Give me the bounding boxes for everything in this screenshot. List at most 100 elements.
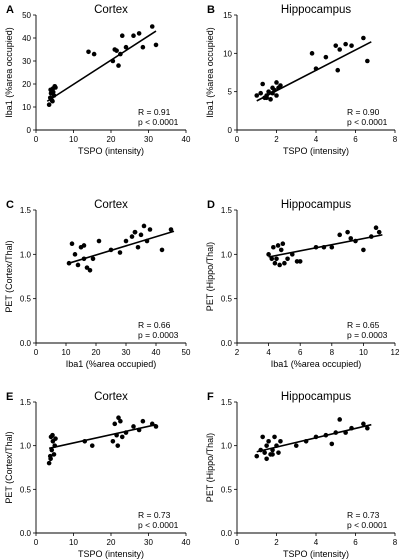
y-tick-label: 0.0 <box>221 339 233 348</box>
panel-title: Cortex <box>94 4 128 16</box>
x-tick-label: 0 <box>34 538 39 547</box>
data-point <box>50 98 55 104</box>
data-point <box>140 418 146 424</box>
panel-e: E Cortex 0 10 20 30 40 0.0 0.5 1.0 1.5 TSPO (intens… <box>4 391 191 559</box>
panel-f: F Hippocampus 0 2 4 6 8 0.0 0.5 1.0 1.5 TSPO (inten… <box>205 391 398 559</box>
data-point <box>333 430 339 435</box>
data-point <box>153 424 159 429</box>
panel-title: Hippocampus <box>281 4 352 16</box>
y-tick-label: 5 <box>228 88 233 97</box>
data-point <box>262 450 267 455</box>
stat-p: p = 0.0003 <box>347 330 388 340</box>
data-point <box>119 434 125 440</box>
y-tick-label: 1.0 <box>221 442 233 451</box>
data-point <box>264 95 269 101</box>
data-point <box>329 244 335 250</box>
x-tick-label: 2 <box>235 348 240 357</box>
x-axis-label: TSPO (intensity) <box>283 146 349 156</box>
data-point <box>52 443 58 448</box>
data-point <box>53 85 58 90</box>
x-tick-label: 0 <box>235 135 240 144</box>
stat-p: p < 0.0001 <box>347 520 388 530</box>
data-point <box>329 441 335 447</box>
y-axis-label: Iba1 (%area occupied) <box>4 27 14 118</box>
data-point <box>260 81 265 87</box>
data-point <box>277 262 282 268</box>
y-axis-label: PET (Cortex/Thal) <box>4 431 14 503</box>
data-point <box>108 247 114 253</box>
data-point <box>153 42 159 48</box>
stat-p: p < 0.0001 <box>138 117 179 127</box>
panel-letter: A <box>6 4 14 16</box>
y-tick-label: 1.5 <box>221 206 233 215</box>
data-point <box>345 229 350 235</box>
data-point <box>278 83 283 88</box>
x-axis-label: TSPO (intensity) <box>283 549 349 559</box>
data-point <box>343 41 348 47</box>
data-point <box>272 260 278 266</box>
x-tick-label: 2 <box>274 538 279 547</box>
x-tick-label: 8 <box>330 348 335 357</box>
data-point <box>53 436 58 441</box>
data-point <box>278 439 283 444</box>
y-tick-label: 0.5 <box>20 485 32 494</box>
data-point <box>369 234 374 239</box>
data-point <box>280 241 286 246</box>
data-point <box>123 238 129 244</box>
data-point <box>81 243 87 248</box>
data-point <box>274 80 279 85</box>
y-tick-label: 1.0 <box>20 442 32 451</box>
data-point <box>321 244 327 250</box>
data-point <box>116 415 121 421</box>
data-point <box>303 439 309 444</box>
data-point <box>309 51 315 56</box>
data-point <box>297 259 303 264</box>
stat-p: p < 0.0001 <box>138 520 179 530</box>
x-tick-label: 40 <box>182 538 191 547</box>
panel-a: A Cortex 0 10 20 30 40 0 10 20 30 40 50 TSPO (intensi… <box>4 4 191 156</box>
data-point <box>51 93 57 98</box>
data-point <box>323 54 329 60</box>
data-point <box>373 225 379 231</box>
data-point <box>86 49 91 55</box>
y-tick-label: 1.5 <box>221 398 233 407</box>
x-tick-label: 0 <box>34 135 39 144</box>
data-point <box>335 67 341 73</box>
x-axis-label: TSPO (intensity) <box>78 549 144 559</box>
y-axis-label: PET (Cortex/Thal) <box>4 240 14 312</box>
data-point <box>69 241 75 246</box>
panel-letter: D <box>207 199 215 211</box>
stat-r: R = 0.73 <box>347 510 380 520</box>
data-point <box>81 256 87 262</box>
stat-r: R = 0.91 <box>138 107 171 117</box>
x-tick-label: 4 <box>266 348 271 357</box>
data-point <box>149 421 155 427</box>
data-point <box>264 456 269 462</box>
data-point <box>275 243 281 248</box>
data-point <box>361 421 366 427</box>
data-point <box>270 447 275 453</box>
x-tick-label: 0 <box>235 538 240 547</box>
x-tick-label: 10 <box>69 135 78 144</box>
data-point <box>110 58 116 64</box>
data-point <box>149 24 155 29</box>
data-point <box>365 425 370 431</box>
x-tick-label: 30 <box>144 135 153 144</box>
y-axis-label: Iba1 (%area occupied) <box>205 27 215 118</box>
data-point <box>87 267 93 273</box>
data-point <box>131 33 136 38</box>
panel-letter: B <box>207 4 215 16</box>
y-tick-label: 0.0 <box>20 529 32 538</box>
data-point <box>343 430 348 435</box>
data-point <box>114 48 119 53</box>
x-tick-label: 10 <box>62 348 71 357</box>
y-tick-label: 0 <box>228 126 233 135</box>
data-point <box>313 434 319 440</box>
panel-title: Hippocampus <box>281 391 352 403</box>
y-tick-label: 15 <box>223 11 232 20</box>
data-point <box>266 252 271 257</box>
data-point <box>274 256 279 262</box>
data-point <box>91 51 97 57</box>
panel-title: Cortex <box>94 199 128 211</box>
